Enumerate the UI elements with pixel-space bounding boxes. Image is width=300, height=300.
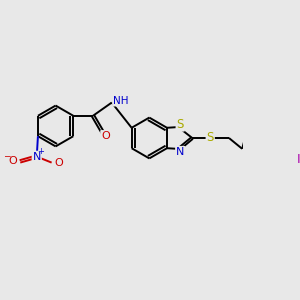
Text: +: + bbox=[38, 147, 44, 156]
Text: I: I bbox=[296, 152, 300, 166]
Text: O: O bbox=[9, 156, 18, 167]
Text: S: S bbox=[176, 118, 184, 131]
Text: O: O bbox=[101, 131, 110, 141]
Text: O: O bbox=[54, 158, 63, 168]
Text: N: N bbox=[33, 152, 41, 162]
Text: NH: NH bbox=[113, 96, 128, 106]
Text: N: N bbox=[176, 147, 184, 157]
Text: −: − bbox=[3, 151, 10, 160]
Text: S: S bbox=[206, 131, 214, 145]
